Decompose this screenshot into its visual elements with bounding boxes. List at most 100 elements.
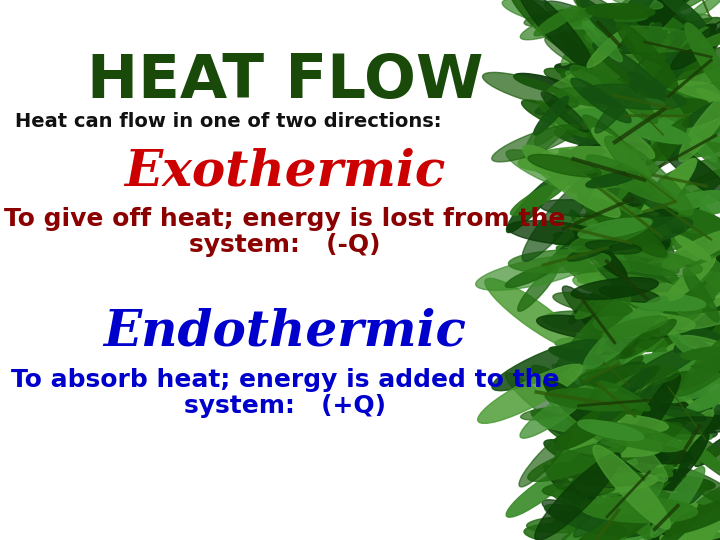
Ellipse shape: [625, 194, 691, 264]
Ellipse shape: [571, 278, 658, 300]
Ellipse shape: [562, 10, 618, 23]
Ellipse shape: [568, 10, 595, 48]
Ellipse shape: [542, 500, 625, 540]
Ellipse shape: [564, 204, 620, 237]
Ellipse shape: [671, 251, 720, 272]
Ellipse shape: [697, 526, 720, 540]
Ellipse shape: [583, 296, 668, 369]
Ellipse shape: [554, 233, 622, 259]
Ellipse shape: [577, 505, 661, 526]
Ellipse shape: [662, 228, 720, 268]
Ellipse shape: [657, 486, 720, 540]
Ellipse shape: [588, 227, 669, 259]
Ellipse shape: [518, 0, 593, 69]
Ellipse shape: [572, 109, 666, 132]
Ellipse shape: [634, 423, 669, 469]
Ellipse shape: [567, 206, 654, 244]
Ellipse shape: [679, 123, 710, 150]
Ellipse shape: [521, 8, 595, 40]
Ellipse shape: [560, 443, 606, 501]
Ellipse shape: [595, 84, 639, 133]
Ellipse shape: [606, 445, 669, 462]
Ellipse shape: [557, 246, 610, 292]
Ellipse shape: [672, 311, 720, 329]
Ellipse shape: [617, 326, 677, 339]
Ellipse shape: [599, 37, 660, 73]
Ellipse shape: [581, 42, 629, 53]
Ellipse shape: [590, 385, 642, 430]
Ellipse shape: [570, 210, 595, 245]
Ellipse shape: [587, 144, 651, 193]
Ellipse shape: [605, 136, 693, 215]
Ellipse shape: [650, 24, 716, 65]
Ellipse shape: [657, 0, 706, 28]
Ellipse shape: [592, 55, 633, 75]
Ellipse shape: [574, 509, 657, 540]
Ellipse shape: [652, 340, 701, 365]
Ellipse shape: [600, 160, 652, 177]
Ellipse shape: [649, 76, 690, 121]
Ellipse shape: [632, 249, 663, 284]
Ellipse shape: [595, 448, 665, 464]
Ellipse shape: [603, 105, 642, 124]
Ellipse shape: [590, 188, 645, 201]
Ellipse shape: [621, 416, 691, 439]
Ellipse shape: [680, 127, 717, 162]
Ellipse shape: [604, 437, 672, 477]
Ellipse shape: [698, 31, 720, 48]
Ellipse shape: [571, 386, 610, 428]
Ellipse shape: [681, 17, 720, 31]
Ellipse shape: [587, 0, 645, 52]
Text: system:   (+Q): system: (+Q): [184, 394, 386, 418]
Ellipse shape: [506, 177, 557, 233]
Ellipse shape: [668, 57, 705, 116]
Ellipse shape: [593, 313, 695, 335]
Ellipse shape: [666, 322, 720, 342]
Ellipse shape: [598, 381, 650, 411]
Ellipse shape: [555, 393, 639, 450]
Ellipse shape: [598, 295, 639, 342]
Ellipse shape: [658, 140, 720, 203]
Ellipse shape: [673, 127, 701, 159]
Ellipse shape: [675, 371, 720, 422]
Ellipse shape: [564, 125, 614, 150]
Ellipse shape: [657, 429, 717, 443]
Ellipse shape: [650, 23, 693, 92]
Ellipse shape: [675, 308, 720, 322]
Ellipse shape: [660, 362, 720, 403]
Ellipse shape: [604, 209, 678, 239]
Ellipse shape: [536, 377, 621, 447]
Ellipse shape: [571, 353, 621, 408]
Ellipse shape: [591, 459, 652, 539]
Ellipse shape: [617, 432, 688, 473]
Ellipse shape: [658, 406, 706, 421]
Ellipse shape: [607, 188, 665, 208]
Ellipse shape: [595, 187, 631, 214]
Ellipse shape: [660, 519, 720, 540]
Ellipse shape: [686, 384, 720, 413]
Ellipse shape: [554, 19, 614, 72]
Ellipse shape: [688, 63, 720, 87]
Ellipse shape: [485, 278, 583, 351]
Ellipse shape: [535, 78, 593, 145]
Ellipse shape: [576, 473, 658, 493]
Ellipse shape: [652, 206, 720, 232]
Ellipse shape: [544, 68, 623, 100]
Ellipse shape: [675, 233, 720, 272]
Ellipse shape: [670, 100, 720, 127]
Ellipse shape: [593, 415, 668, 433]
Ellipse shape: [601, 84, 642, 94]
Ellipse shape: [667, 491, 720, 506]
Ellipse shape: [587, 523, 642, 540]
Ellipse shape: [637, 98, 720, 117]
Ellipse shape: [667, 503, 711, 514]
Ellipse shape: [531, 410, 607, 446]
Ellipse shape: [586, 392, 610, 427]
Ellipse shape: [665, 256, 716, 302]
Ellipse shape: [555, 87, 636, 107]
Ellipse shape: [559, 256, 641, 304]
Ellipse shape: [638, 379, 686, 426]
Ellipse shape: [659, 115, 720, 160]
Ellipse shape: [588, 484, 677, 531]
Ellipse shape: [577, 339, 651, 387]
